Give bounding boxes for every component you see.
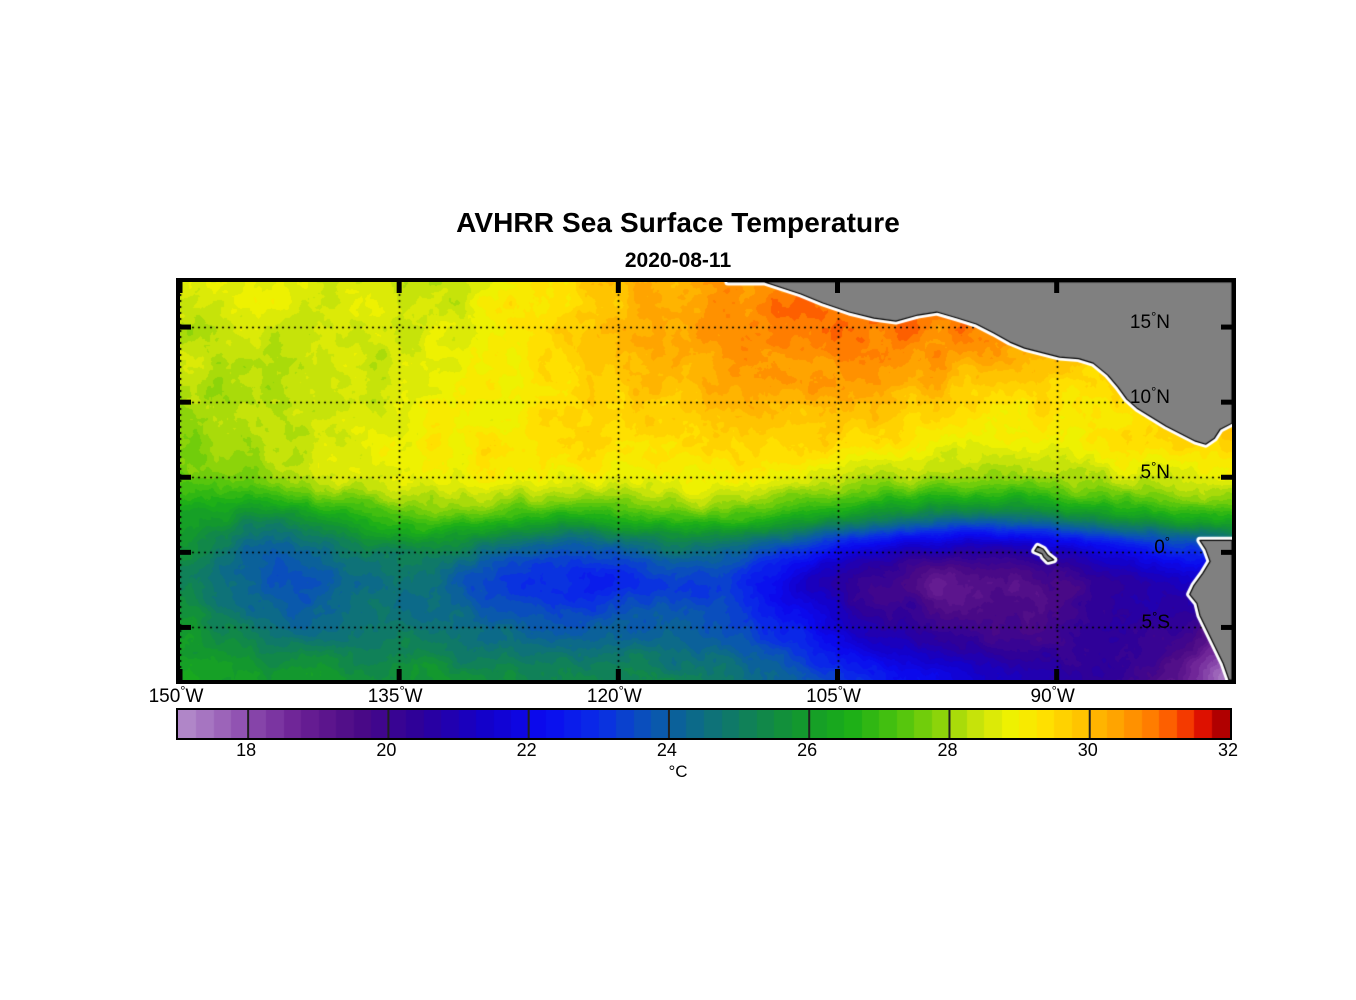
colorbar-tick-label: 28 bbox=[937, 740, 958, 760]
x-tick-label: 135°W bbox=[367, 683, 423, 707]
colorbar-tick-label: 22 bbox=[516, 740, 537, 760]
y-tick-label: 5°N bbox=[1140, 459, 1170, 484]
degree-symbol: ° bbox=[837, 683, 843, 698]
colorbar-unit-label: °C bbox=[668, 762, 688, 781]
colorbar-tick-label: 26 bbox=[797, 740, 818, 760]
title-block: AVHRR Sea Surface Temperature 2020-08-11 bbox=[0, 206, 1356, 276]
x-tick-label: 90°W bbox=[1030, 683, 1075, 707]
sst-map-axes bbox=[176, 278, 1236, 684]
x-tick-label: 150°W bbox=[148, 683, 204, 707]
figure-subtitle-date: 2020-08-11 bbox=[624, 249, 732, 272]
degree-symbol: ° bbox=[618, 683, 624, 698]
colorbar-tick-label: 32 bbox=[1217, 740, 1239, 760]
degree-symbol: ° bbox=[1151, 309, 1157, 325]
degree-symbol: ° bbox=[1152, 609, 1158, 625]
colorbar-tick-label: 18 bbox=[236, 740, 257, 760]
degree-symbol: ° bbox=[180, 683, 186, 698]
sst-heatmap bbox=[180, 282, 1232, 680]
degree-symbol: ° bbox=[399, 683, 405, 698]
degree-symbol: ° bbox=[1051, 683, 1057, 698]
y-tick-label: 15°N bbox=[1129, 309, 1170, 334]
y-tick-label: 10°N bbox=[1129, 384, 1170, 409]
colorbar-tick-label: 30 bbox=[1077, 740, 1098, 760]
y-tick-label: 5°S bbox=[1141, 609, 1170, 634]
degree-symbol: ° bbox=[1164, 534, 1170, 550]
degree-symbol: ° bbox=[1151, 459, 1157, 475]
x-tick-label: 105°W bbox=[806, 683, 861, 707]
x-tick-label: 120°W bbox=[586, 683, 642, 707]
colorbar-gradient bbox=[178, 710, 1230, 738]
colorbar-tick-label: 24 bbox=[656, 740, 677, 760]
degree-symbol: ° bbox=[1151, 384, 1157, 400]
colorbar-tick-label: 20 bbox=[376, 740, 397, 760]
y-tick-label: 0° bbox=[1154, 534, 1170, 559]
page-title: AVHRR Sea Surface Temperature bbox=[456, 207, 900, 238]
colorbar bbox=[176, 708, 1232, 740]
